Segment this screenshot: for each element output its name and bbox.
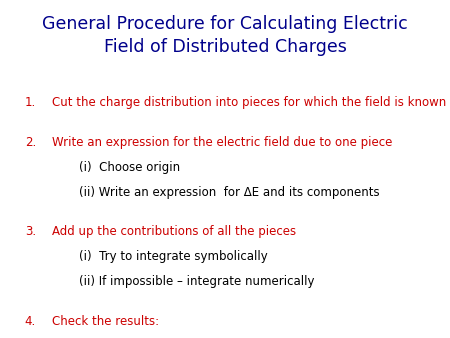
Text: 4.: 4. (25, 315, 36, 328)
Text: (i)  Try to integrate symbolically: (i) Try to integrate symbolically (79, 250, 267, 263)
Text: 3.: 3. (25, 225, 36, 238)
Text: (i)  Choose origin: (i) Choose origin (79, 161, 180, 174)
Text: 2.: 2. (25, 136, 36, 149)
Text: Write an expression for the electric field due to one piece: Write an expression for the electric fie… (52, 136, 392, 149)
Text: General Procedure for Calculating Electric
Field of Distributed Charges: General Procedure for Calculating Electr… (42, 15, 408, 56)
Text: 1.: 1. (25, 96, 36, 109)
Text: Add up the contributions of all the pieces: Add up the contributions of all the piec… (52, 225, 296, 238)
Text: Cut the charge distribution into pieces for which the field is known: Cut the charge distribution into pieces … (52, 96, 446, 109)
Text: (ii) Write an expression  for ΔE and its components: (ii) Write an expression for ΔE and its … (79, 186, 379, 198)
Text: Check the results:: Check the results: (52, 315, 159, 328)
Text: (ii) If impossible – integrate numerically: (ii) If impossible – integrate numerical… (79, 275, 314, 288)
